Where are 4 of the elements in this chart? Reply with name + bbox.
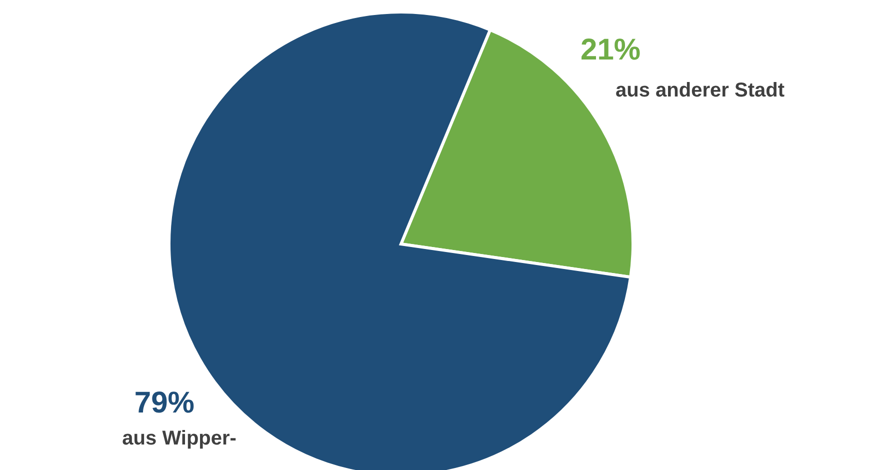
data-label: 79%	[134, 386, 194, 420]
slice-label: aus anderer Stadt	[616, 80, 785, 102]
data-label: 21%	[580, 34, 641, 67]
slice-label: aus Wipper-	[122, 427, 236, 450]
